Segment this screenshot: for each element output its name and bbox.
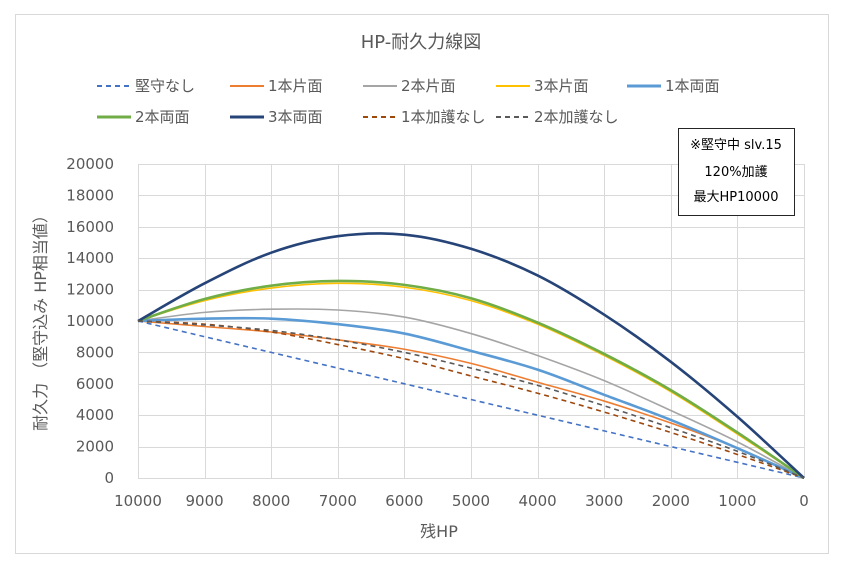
annotation-line-2: 120%加護	[704, 164, 767, 180]
chart-frame	[15, 14, 829, 554]
x-axis-label: 残HP	[420, 522, 458, 541]
x-tick-label-8: 2000	[652, 492, 690, 510]
x-tick-label-6: 4000	[519, 492, 557, 510]
legend: 堅守なし 1本片面 2本片面 3本片面 1本両面 2本両面 3本両面 1本加護なし 2本加護なし	[97, 77, 720, 126]
y-tick-label-7: 14000	[66, 249, 114, 267]
x-tick-label-1: 9000	[186, 492, 224, 510]
legend-label-3: 3本片面	[534, 77, 589, 95]
gridlines	[138, 164, 805, 479]
x-axis-ticks: 10000 9000 8000 7000 6000 5000 4000 3000 2000 100…	[114, 492, 809, 510]
y-tick-label-5: 10000	[66, 312, 114, 330]
x-tick-label-7: 3000	[585, 492, 623, 510]
chart-title: HP-耐久力線図	[361, 32, 482, 53]
y-tick-label-8: 16000	[66, 218, 114, 236]
legend-label-6: 3本両面	[268, 108, 323, 126]
x-tick-label-3: 7000	[319, 492, 357, 510]
legend-label-4: 1本両面	[665, 77, 720, 95]
x-tick-label-2: 8000	[252, 492, 290, 510]
y-tick-label-4: 8000	[76, 343, 114, 361]
y-tick-label-0: 0	[104, 469, 114, 487]
series-line-0	[137, 320, 805, 479]
y-tick-label-1: 2000	[76, 438, 114, 456]
x-tick-label-4: 6000	[385, 492, 423, 510]
legend-label-5: 2本両面	[135, 108, 190, 126]
annotation-box: ※堅守中 slv.15 120%加護 最大HP10000	[678, 128, 795, 216]
x-tick-label-9: 1000	[718, 492, 756, 510]
y-tick-label-2: 4000	[76, 406, 114, 424]
series-line-6	[137, 232, 805, 479]
legend-label-1: 1本片面	[268, 77, 323, 95]
x-tick-label-5: 5000	[452, 492, 490, 510]
legend-label-0: 堅守なし	[135, 77, 195, 95]
series-line-2	[137, 308, 805, 479]
annotation-line-3: 最大HP10000	[694, 190, 779, 205]
series-line-4	[137, 316, 805, 480]
series-lines	[137, 232, 805, 480]
y-axis-ticks: 0 2000 4000 6000 8000 10000 12000 14000 16000 180…	[66, 155, 114, 487]
series-line-8	[137, 320, 805, 479]
legend-label-7: 1本加護なし	[401, 108, 486, 126]
y-tick-label-6: 12000	[66, 281, 114, 299]
y-tick-label-3: 6000	[76, 375, 114, 393]
series-line-5	[137, 279, 805, 480]
series-line-3	[137, 282, 805, 479]
x-tick-label-0: 10000	[114, 492, 162, 510]
y-axis-label: 耐久力 （堅守込み HP相当値）	[31, 207, 50, 431]
x-tick-label-10: 0	[799, 492, 809, 510]
annotation-line-1: ※堅守中 slv.15	[690, 138, 782, 153]
legend-label-8: 2本加護なし	[534, 108, 619, 126]
y-tick-label-10: 20000	[66, 155, 114, 173]
legend-label-2: 2本片面	[401, 77, 456, 95]
y-tick-label-9: 18000	[66, 186, 114, 204]
series-line-1	[137, 320, 805, 479]
